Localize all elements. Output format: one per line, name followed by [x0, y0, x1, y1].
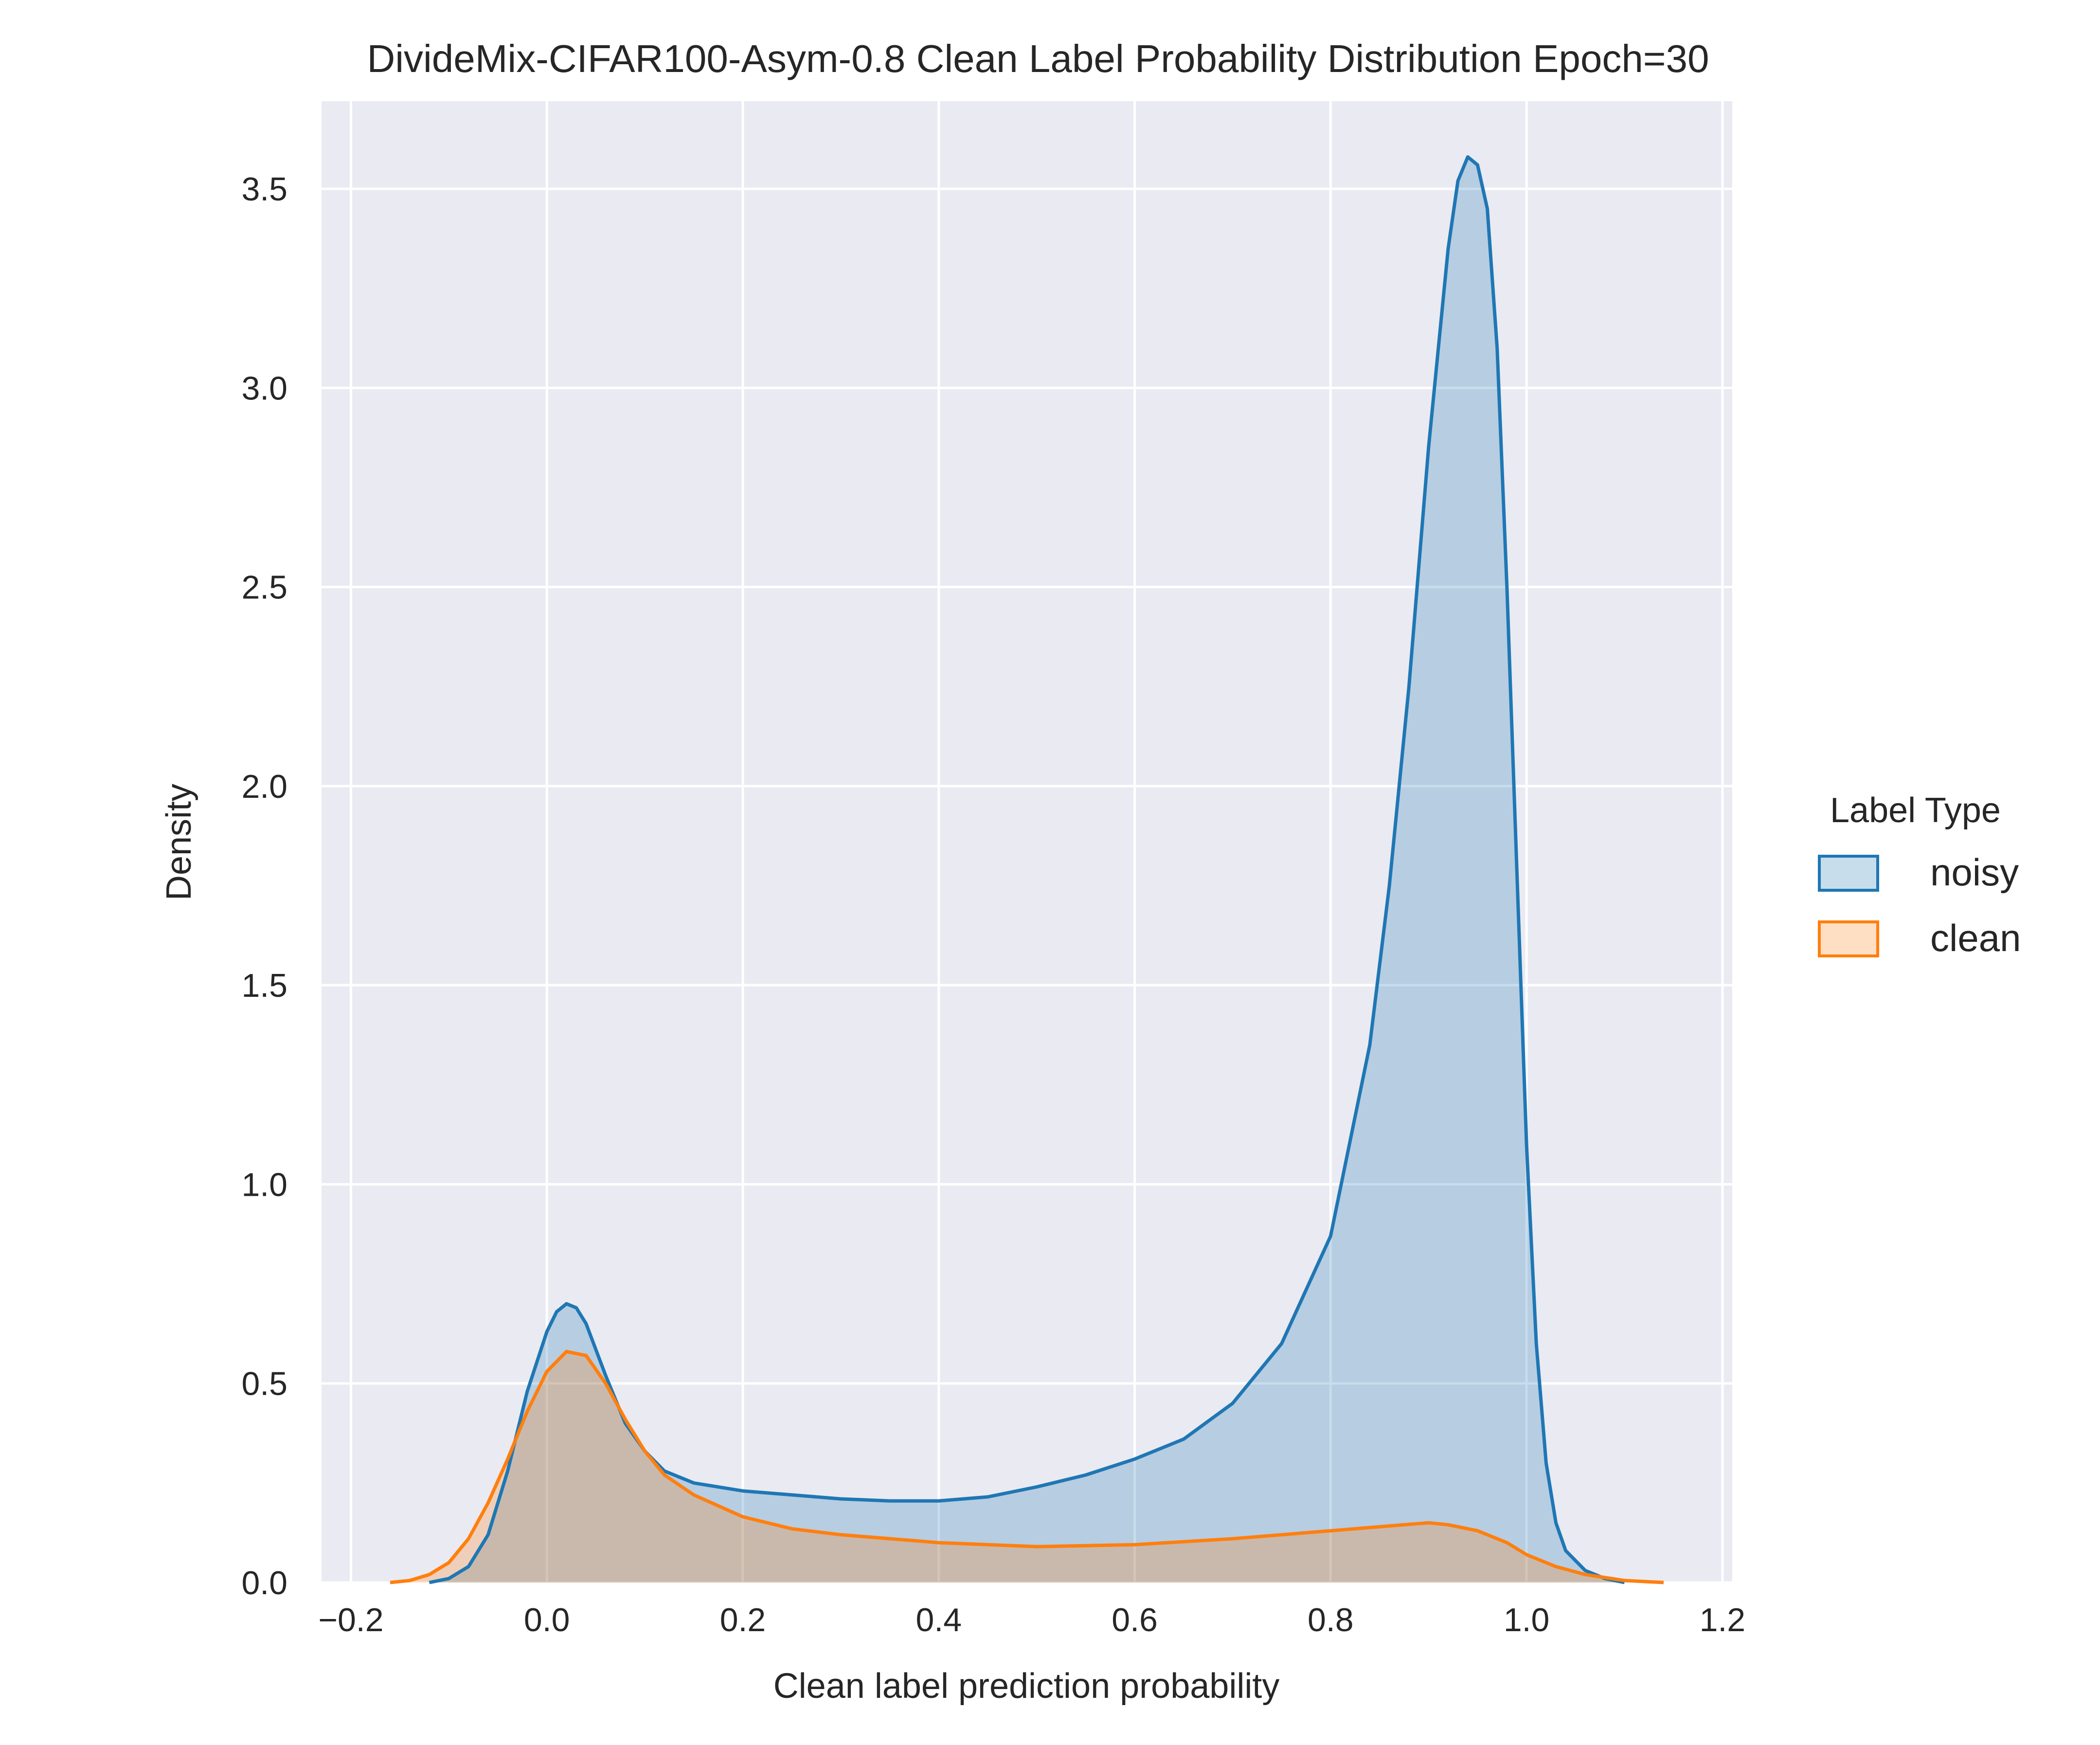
chart-title: DivideMix-CIFAR100-Asym-0.8 Clean Label …: [367, 37, 1709, 80]
y-tick-label: 0.0: [241, 1565, 287, 1601]
legend-swatch-clean: [1818, 920, 1879, 957]
density-fill-clean: [390, 1351, 1664, 1583]
x-tick-label: 0.4: [915, 1601, 962, 1638]
x-tick-label: 0.6: [1112, 1601, 1158, 1638]
legend-label-noisy: noisy: [1930, 851, 2019, 894]
grid-lines: [322, 101, 1732, 1584]
legend-label-clean: clean: [1930, 917, 2021, 959]
y-tick-label: 2.5: [241, 569, 287, 606]
y-tick-label: 3.0: [241, 370, 287, 407]
legend-swatch-noisy: [1818, 855, 1879, 892]
legend: Label Type noisy clean: [1818, 791, 2021, 959]
density-areas: [390, 155, 1664, 1584]
x-tick-label: 1.2: [1700, 1601, 1746, 1638]
y-axis-label: Density: [160, 784, 198, 900]
x-tick-label: 1.0: [1504, 1601, 1550, 1638]
x-axis-label: Clean label prediction probability: [773, 1667, 1280, 1706]
x-tick-label: 0.8: [1308, 1601, 1354, 1638]
legend-title: Label Type: [1830, 791, 2001, 830]
x-tick-labels: −0.2 0.0 0.2 0.4 0.6 0.8 1.0 1.2: [318, 1601, 1745, 1638]
density-fill-noisy: [429, 157, 1625, 1583]
y-tick-labels: 0.0 0.5 1.0 1.5 2.0 2.5 3.0 3.5: [241, 171, 287, 1601]
density-line-noisy: [429, 155, 1625, 1584]
x-tick-label: −0.2: [318, 1601, 383, 1638]
y-tick-label: 0.5: [241, 1366, 287, 1403]
y-tick-label: 3.5: [241, 171, 287, 208]
y-tick-label: 1.5: [241, 967, 287, 1004]
y-tick-label: 1.0: [241, 1166, 287, 1203]
x-tick-label: 0.0: [524, 1601, 570, 1638]
y-tick-label: 2.0: [241, 768, 287, 805]
density-line-clean: [390, 1349, 1664, 1584]
x-tick-label: 0.2: [720, 1601, 766, 1638]
